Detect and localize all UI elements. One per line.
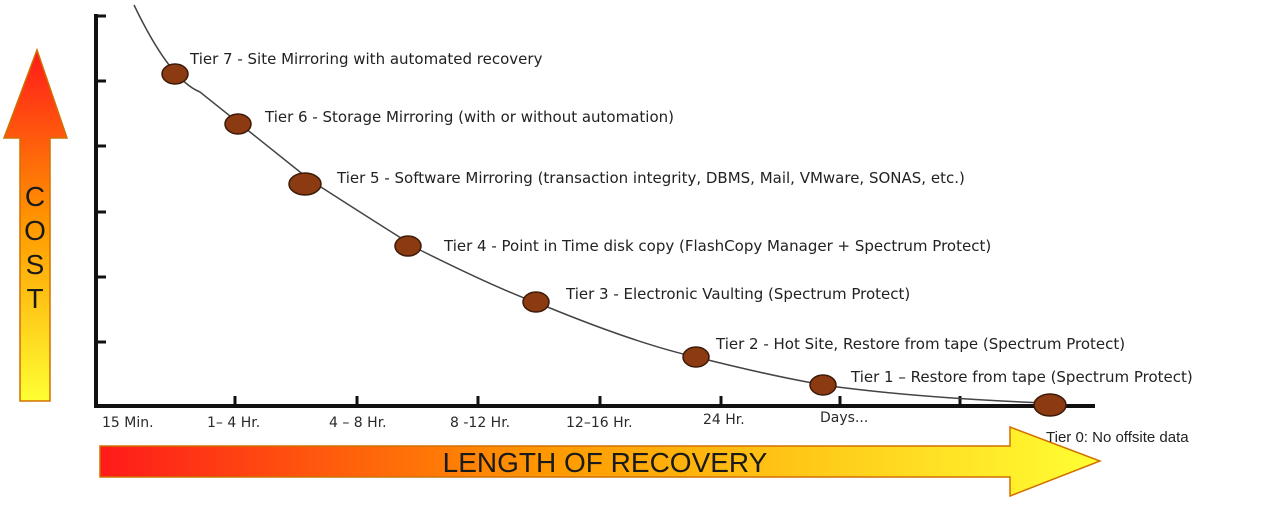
cost-letter: C (25, 181, 45, 212)
cost-letter: S (26, 249, 45, 280)
tier-labels: Tier 7 - Site Mirroring with automated r… (189, 50, 1193, 446)
time-label: 12–16 Hr. (566, 415, 633, 431)
time-label: 4 – 8 Hr. (329, 415, 387, 431)
time-label: 8 -12 Hr. (450, 415, 510, 431)
cost-letter: O (24, 215, 46, 246)
tier-0-label: Tier 0: No offsite data (1046, 429, 1189, 446)
cost-arrow: C O S T (2, 47, 69, 402)
recovery-arrow-shape (99, 425, 1103, 498)
cost-letter: T (26, 283, 43, 314)
tier-0-dot (1033, 393, 1067, 417)
time-label: 15 Min. (102, 415, 154, 431)
tier-7-dot (161, 63, 189, 85)
tier-1-dot (809, 374, 837, 396)
tier-1-label: Tier 1 – Restore from tape (Spectrum Pro… (850, 368, 1193, 386)
tier-4-dot (394, 235, 422, 257)
tier-3-label: Tier 3 - Electronic Vaulting (Spectrum P… (565, 285, 910, 303)
time-label: Days... (820, 410, 868, 426)
tier-dots (161, 63, 1067, 417)
tier-5-dot (288, 172, 322, 196)
tier-2-label: Tier 2 - Hot Site, Restore from tape (Sp… (715, 335, 1125, 353)
time-scale: 15 Min. 1– 4 Hr. 4 – 8 Hr. 8 -12 Hr. 12–… (102, 410, 868, 431)
tier-5-label: Tier 5 - Software Mirroring (transaction… (336, 169, 965, 187)
time-label: 24 Hr. (703, 412, 745, 428)
axes (94, 14, 1095, 408)
tier-3-dot (522, 291, 550, 313)
tier-6-label: Tier 6 - Storage Mirroring (with or with… (264, 108, 674, 126)
cost-arrow-shape (2, 47, 69, 402)
tier-2-dot (682, 346, 710, 368)
tier-7-label: Tier 7 - Site Mirroring with automated r… (189, 50, 543, 68)
tier-6-dot (224, 113, 252, 135)
recovery-arrow: LENGTH OF RECOVERY (99, 425, 1103, 498)
time-label: 1– 4 Hr. (207, 415, 260, 431)
recovery-arrow-label: LENGTH OF RECOVERY (443, 447, 768, 478)
tier-4-label: Tier 4 - Point in Time disk copy (FlashC… (443, 237, 991, 255)
